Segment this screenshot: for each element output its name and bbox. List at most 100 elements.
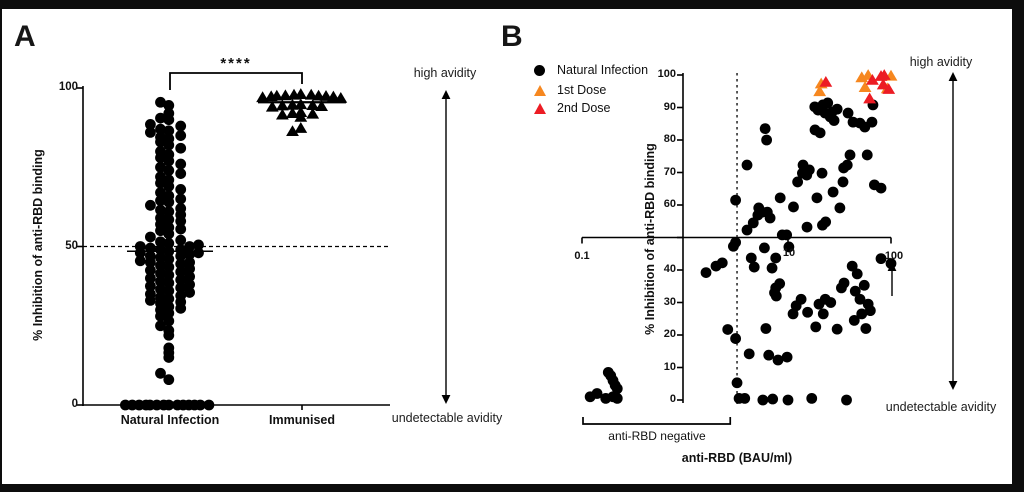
data-point-circle bbox=[802, 306, 814, 318]
data-point-circle bbox=[163, 374, 175, 386]
data-point-circle bbox=[816, 167, 828, 179]
data-point-circle bbox=[866, 116, 878, 128]
data-point-circle bbox=[814, 127, 826, 139]
data-point-circle bbox=[851, 268, 863, 280]
legend-label: 1st Dose bbox=[557, 83, 607, 97]
data-point-circle bbox=[163, 149, 175, 160]
data-point-triangle bbox=[294, 110, 308, 122]
data-point-circle bbox=[155, 146, 166, 157]
data-point-circle bbox=[761, 134, 773, 146]
data-point-circle bbox=[175, 142, 187, 154]
data-point-circle bbox=[163, 325, 175, 336]
data-point-circle bbox=[163, 190, 175, 202]
panel-b-high-avidity-label: high avidity bbox=[909, 55, 973, 69]
data-point-triangle bbox=[294, 122, 308, 133]
data-point-circle bbox=[175, 130, 187, 141]
legend-label: Natural Infection bbox=[557, 63, 649, 77]
data-point-circle bbox=[155, 236, 166, 248]
data-point-circle bbox=[741, 224, 753, 236]
panel-b-y-tick-label: 80 bbox=[663, 133, 676, 145]
data-point-circle bbox=[875, 253, 887, 265]
data-point-circle bbox=[145, 272, 156, 284]
data-point-circle bbox=[175, 266, 187, 278]
data-point-circle bbox=[145, 119, 156, 130]
data-point-circle bbox=[831, 103, 843, 115]
data-point-triangle bbox=[876, 78, 890, 90]
data-point-circle bbox=[193, 239, 204, 251]
frame-top-bar bbox=[0, 0, 1024, 9]
data-point-circle bbox=[860, 323, 872, 334]
data-point-circle bbox=[817, 308, 829, 320]
data-point-circle bbox=[145, 280, 156, 292]
data-point-circle bbox=[753, 202, 765, 214]
data-point-circle bbox=[163, 174, 175, 186]
data-point-triangle bbox=[279, 89, 292, 101]
data-point-circle bbox=[163, 261, 175, 273]
data-point-circle bbox=[145, 126, 156, 138]
data-point-triangle bbox=[877, 69, 891, 80]
data-point-circle bbox=[155, 171, 166, 183]
data-point-circle bbox=[155, 244, 166, 256]
data-point-circle bbox=[822, 97, 834, 109]
panel-b-y-axis-title: % Inhibition of anti-RBD binding bbox=[643, 143, 657, 335]
category-natural-infection: Natural Infection bbox=[120, 413, 220, 427]
data-point-circle bbox=[163, 293, 175, 305]
panel-b-y-tick-label: 60 bbox=[663, 198, 676, 210]
data-point-circle bbox=[175, 234, 187, 246]
data-point-circle bbox=[774, 192, 786, 204]
data-point-circle bbox=[848, 314, 860, 326]
data-point-circle bbox=[155, 112, 166, 124]
data-point-circle bbox=[782, 394, 794, 406]
data-point-circle bbox=[145, 288, 156, 300]
panel-b-x-tick-100: 100 bbox=[884, 250, 904, 262]
data-point-circle bbox=[155, 268, 166, 279]
data-point-circle bbox=[155, 275, 166, 287]
data-point-circle bbox=[757, 394, 769, 406]
data-point-circle bbox=[163, 107, 175, 119]
data-point-circle bbox=[163, 133, 175, 145]
panel-b-x-tick-0_1: 0.1 bbox=[574, 250, 590, 262]
data-point-circle bbox=[184, 271, 196, 283]
data-point-circle bbox=[155, 187, 166, 199]
data-point-triangle bbox=[287, 88, 301, 100]
data-point-circle bbox=[155, 291, 166, 303]
data-point-circle bbox=[842, 107, 854, 119]
data-point-circle bbox=[743, 348, 755, 360]
panel-b-y-tick-label: 0 bbox=[669, 393, 676, 405]
data-point-circle bbox=[774, 278, 786, 290]
panel-b-label: B bbox=[501, 20, 523, 53]
data-point-circle bbox=[155, 161, 166, 173]
data-point-circle bbox=[155, 212, 166, 224]
data-point-triangle bbox=[306, 107, 320, 119]
data-point-circle bbox=[760, 323, 772, 334]
panel-a-undetectable-avidity-label: undetectable avidity bbox=[391, 411, 503, 425]
data-point-circle bbox=[163, 206, 175, 218]
data-point-circle bbox=[767, 393, 779, 405]
data-point-triangle bbox=[294, 98, 308, 110]
legend-label: 2nd Dose bbox=[557, 101, 611, 115]
data-point-circle bbox=[175, 258, 187, 270]
data-point-circle bbox=[727, 240, 739, 252]
data-point-circle bbox=[828, 115, 840, 126]
data-point-circle bbox=[175, 168, 187, 179]
data-point-circle bbox=[716, 257, 728, 269]
data-point-triangle bbox=[306, 99, 320, 111]
data-point-circle bbox=[175, 184, 187, 195]
anti-rbd-negative-bracket bbox=[582, 417, 732, 425]
data-point-circle bbox=[825, 297, 837, 308]
data-point-circle bbox=[155, 252, 166, 263]
data-point-circle bbox=[792, 176, 804, 188]
frame-right-bar bbox=[1012, 0, 1024, 492]
panel-a-high-avidity-label: high avidity bbox=[413, 66, 477, 80]
data-point-circle bbox=[175, 274, 187, 286]
data-point-circle bbox=[846, 260, 858, 272]
category-immunised: Immunised bbox=[269, 413, 335, 427]
data-point-circle bbox=[611, 383, 623, 395]
data-point-circle bbox=[175, 203, 187, 214]
data-point-triangle bbox=[264, 90, 278, 102]
panel-b-avidity-arrow-head-up bbox=[948, 72, 958, 81]
data-point-circle bbox=[120, 399, 131, 411]
data-point-circle bbox=[812, 104, 824, 116]
data-point-circle bbox=[795, 293, 807, 305]
